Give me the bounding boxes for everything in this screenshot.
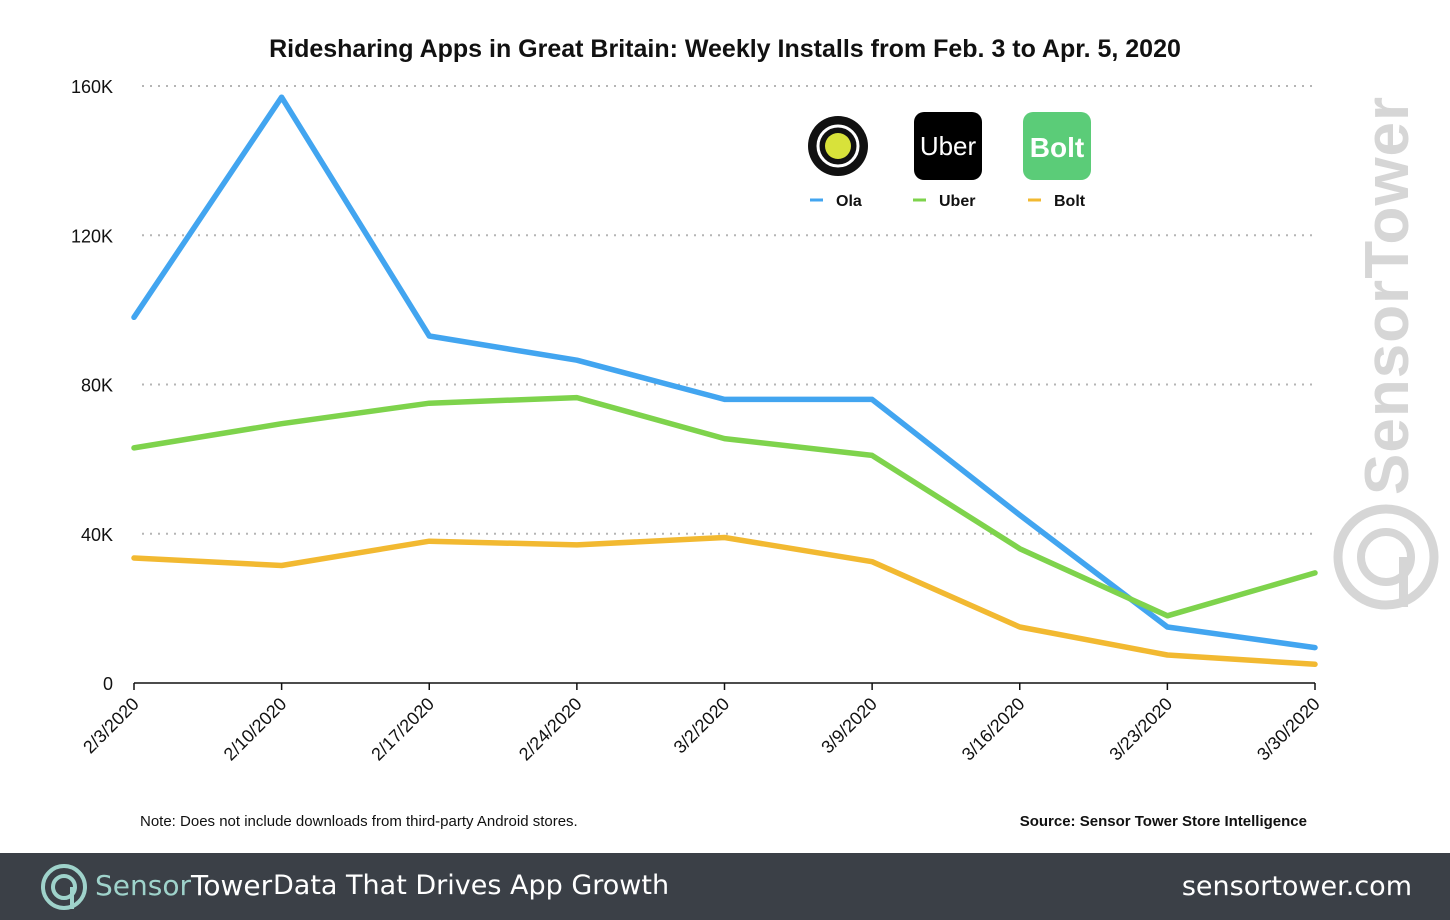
legend-label-ola: Ola (836, 193, 862, 210)
uber-app-icon: Uber (914, 112, 982, 180)
footer-bar: SensorTower Data That Drives App Growth … (0, 853, 1450, 920)
footer-brand-sensor: Sensor (95, 869, 191, 902)
series-lines (131, 94, 1318, 668)
x-tick-label: 3/16/2020 (958, 694, 1029, 765)
y-tick-label: 160K (71, 77, 113, 97)
source-text: Source: Sensor Tower Store Intelligence (1020, 813, 1307, 830)
footer-tagline: Data That Drives App Growth (273, 870, 670, 901)
note-text: Note: Does not include downloads from th… (140, 813, 578, 830)
series-line-ola (131, 94, 1318, 651)
x-tick-label: 3/9/2020 (817, 694, 881, 758)
chart: Ridesharing Apps in Great Britain: Weekl… (71, 35, 1439, 830)
footer-brand-tower: Tower (190, 869, 273, 902)
gridlines (134, 85, 1315, 684)
y-tick-label: 120K (71, 226, 113, 246)
series-line-uber (131, 394, 1318, 619)
bolt-icon-text: Bolt (1030, 132, 1084, 163)
x-tick-label: 3/23/2020 (1105, 694, 1176, 765)
watermark-logo-icon (1333, 504, 1439, 610)
bolt-app-icon: Bolt (1023, 112, 1091, 180)
y-tick-label: 40K (81, 525, 113, 545)
x-tick-label: 2/10/2020 (220, 694, 291, 765)
y-tick-label: 0 (103, 674, 113, 694)
x-tick-label: 2/17/2020 (367, 694, 438, 765)
x-tick-label: 3/30/2020 (1253, 694, 1324, 765)
y-tick-label: 80K (81, 376, 113, 396)
x-axis: 2/3/2020 2/10/2020 2/17/2020 2/24/2020 3/2/2… (79, 683, 1324, 764)
x-tick-label: 2/24/2020 (515, 694, 586, 765)
chart-title: Ridesharing Apps in Great Britain: Weekl… (269, 35, 1181, 63)
legend-label-bolt: Bolt (1054, 193, 1086, 210)
y-axis: 0 40K 80K 120K 160K (71, 77, 113, 694)
x-tick-label: 2/3/2020 (79, 694, 143, 758)
x-tick-label: 3/2/2020 (670, 694, 734, 758)
watermark-text: SensorTower (1353, 96, 1422, 495)
legend: Uber Bolt Ola Uber Bolt (808, 112, 1091, 210)
sensortower-logo-icon (41, 864, 87, 910)
ola-app-icon (808, 116, 868, 176)
uber-icon-text: Uber (920, 131, 977, 161)
footer-brand: SensorTower (95, 869, 272, 903)
footer-url-link[interactable]: sensortower.com (1181, 871, 1412, 902)
legend-label-uber: Uber (939, 193, 975, 210)
